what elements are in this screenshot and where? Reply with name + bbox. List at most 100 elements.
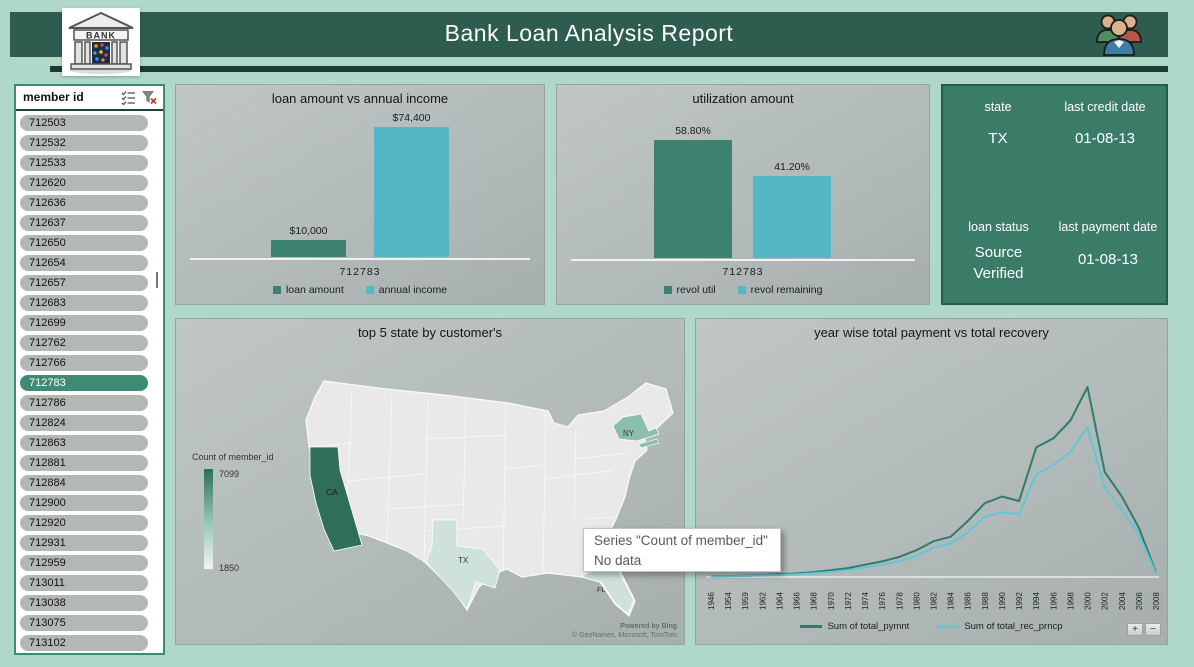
state-florida[interactable] <box>581 567 635 615</box>
slicer-item-list: 712503 712532 712533 712620 712636 712637 7126… <box>20 115 148 655</box>
x-tick-label: 1978 <box>895 592 904 610</box>
legend-entry[interactable]: loan amount <box>272 284 344 296</box>
clear-filter-icon[interactable] <box>142 90 157 105</box>
map-legend-gradient <box>204 469 213 569</box>
slicer-item[interactable]: 713038 <box>20 595 148 611</box>
state-california[interactable] <box>309 446 363 552</box>
slicer-item[interactable]: 712533 <box>20 155 148 171</box>
legend-swatch <box>937 625 960 628</box>
x-tick-label: 1976 <box>878 592 887 610</box>
x-tick-label: 2000 <box>1084 592 1093 610</box>
utilization-chart-panel: utilization amount 58.80% 41.20% 712783 … <box>556 84 930 305</box>
legend-entry[interactable]: annual income <box>365 284 447 296</box>
legend-swatch <box>737 286 746 294</box>
legend-swatch <box>365 286 374 294</box>
map-legend-min: 1850 <box>219 563 239 573</box>
slicer-header: member id <box>16 86 163 111</box>
label-ca: CA <box>326 487 338 497</box>
slicer-item[interactable]: 712931 <box>20 535 148 551</box>
bar-value-label: $74,400 <box>392 111 431 124</box>
state-value: TX <box>988 130 1008 147</box>
member-id-slicer: member id 712503 712532 712533 712620 712636… <box>14 84 165 655</box>
state-texas[interactable] <box>425 519 501 610</box>
annual-income-bar[interactable]: $74,400 <box>374 112 449 257</box>
map-tooltip: Series "Count of member_id" No data <box>583 528 781 572</box>
tooltip-nodata-line: No data <box>594 553 642 568</box>
last-credit-date-value: 01-08-13 <box>1074 130 1136 147</box>
loan-status-label: loan status <box>968 220 1029 234</box>
slicer-title: member id <box>23 90 84 104</box>
slicer-item[interactable]: 712900 <box>20 495 148 511</box>
bar-value-label: 41.20% <box>774 160 810 173</box>
legend-entry[interactable]: Sum of total_rec_prncp <box>937 621 1063 632</box>
slicer-item[interactable]: 712654 <box>20 255 148 271</box>
state-long-island[interactable] <box>638 438 660 449</box>
slicer-item[interactable]: 712532 <box>20 135 148 151</box>
slicer-item[interactable]: 712766 <box>20 355 148 371</box>
chart-legend: loan amount annual income <box>176 284 544 296</box>
slicer-item-selected[interactable]: 712783 <box>20 375 148 391</box>
customers-people-icon <box>1092 9 1146 56</box>
x-tick-label: 2004 <box>1118 592 1127 610</box>
map-legend-title: Count of member_id <box>192 452 274 462</box>
loan-income-chart-panel: loan amount vs annual income $10,000 $74… <box>175 84 545 305</box>
page-title: Bank Loan Analysis Report <box>444 20 734 46</box>
line-chart-svg: 1946 1954 1959 1962 1964 1966 1968 1970 1972 1974… <box>706 386 1161 610</box>
slicer-item[interactable]: 712636 <box>20 195 148 211</box>
slicer-item[interactable]: 712699 <box>20 315 148 331</box>
bar-value-label: 58.80% <box>675 125 711 138</box>
revol-util-bar[interactable]: 58.80% <box>654 125 732 258</box>
slicer-scrollbar-thumb[interactable] <box>156 272 158 288</box>
us-landmass[interactable] <box>305 380 674 618</box>
map-attribution: Powered by Bing © GeoNames, Microsoft, T… <box>572 622 677 640</box>
slicer-item[interactable]: 713011 <box>20 575 148 591</box>
slicer-item[interactable]: 712824 <box>20 415 148 431</box>
legend-label: loan amount <box>285 284 344 296</box>
x-tick-label: 1959 <box>741 592 750 610</box>
slicer-item[interactable]: 712863 <box>20 435 148 451</box>
slicer-item[interactable]: 712786 <box>20 395 148 411</box>
legend-entry[interactable]: revol remaining <box>737 284 823 296</box>
bank-logo: BANK <box>62 8 140 76</box>
slicer-item[interactable]: 712683 <box>20 295 148 311</box>
multi-select-icon[interactable] <box>121 90 136 105</box>
x-tick-label: 2002 <box>1101 592 1110 610</box>
legend-entry[interactable]: Sum of total_pymnt <box>800 621 909 632</box>
x-tick-label: 1986 <box>964 592 973 610</box>
legend-label: Sum of total_rec_prncp <box>964 621 1063 632</box>
zoom-out-button[interactable]: − <box>1145 623 1161 636</box>
zoom-in-button[interactable]: + <box>1127 623 1143 636</box>
legend-entry[interactable]: revol util <box>663 284 716 296</box>
x-tick-label: 1964 <box>775 592 784 610</box>
slicer-item[interactable]: 713102 <box>20 635 148 651</box>
x-tick-label: 2008 <box>1152 592 1161 610</box>
slicer-item[interactable]: 712884 <box>20 475 148 491</box>
yearwise-line-chart-panel: year wise total payment vs total recover… <box>695 318 1168 645</box>
x-axis-line <box>190 258 530 260</box>
legend-label: revol util <box>676 284 716 296</box>
slicer-item[interactable]: 712881 <box>20 455 148 471</box>
header-divider <box>50 66 1168 72</box>
last-credit-date-label: last credit date <box>1064 100 1146 114</box>
slicer-item[interactable]: 712657 <box>20 275 148 291</box>
revol-remaining-bar[interactable]: 41.20% <box>753 161 831 258</box>
x-tick-label: 1996 <box>1049 592 1058 610</box>
slicer-item[interactable]: 712762 <box>20 335 148 351</box>
x-tick-label: 1970 <box>827 592 836 610</box>
x-tick-label: 1994 <box>1032 592 1041 610</box>
slicer-item[interactable]: 712503 <box>20 115 148 131</box>
last-payment-date-label: last payment date <box>1058 220 1158 234</box>
slicer-item[interactable]: 713075 <box>20 615 148 631</box>
slicer-item[interactable]: 712920 <box>20 515 148 531</box>
bar-value-label: $10,000 <box>289 224 328 237</box>
legend-label: revol remaining <box>750 284 823 296</box>
slicer-item[interactable]: 712650 <box>20 235 148 251</box>
line-series-1[interactable] <box>710 426 1157 578</box>
slicer-item[interactable]: 712620 <box>20 175 148 191</box>
state-new-york[interactable] <box>612 413 660 442</box>
slicer-item[interactable]: 712959 <box>20 555 148 571</box>
slicer-item[interactable]: 712637 <box>20 215 148 231</box>
loan-summary-card: state last credit date TX 01-08-13 loan … <box>941 84 1168 305</box>
loan-amount-bar[interactable]: $10,000 <box>271 225 346 257</box>
